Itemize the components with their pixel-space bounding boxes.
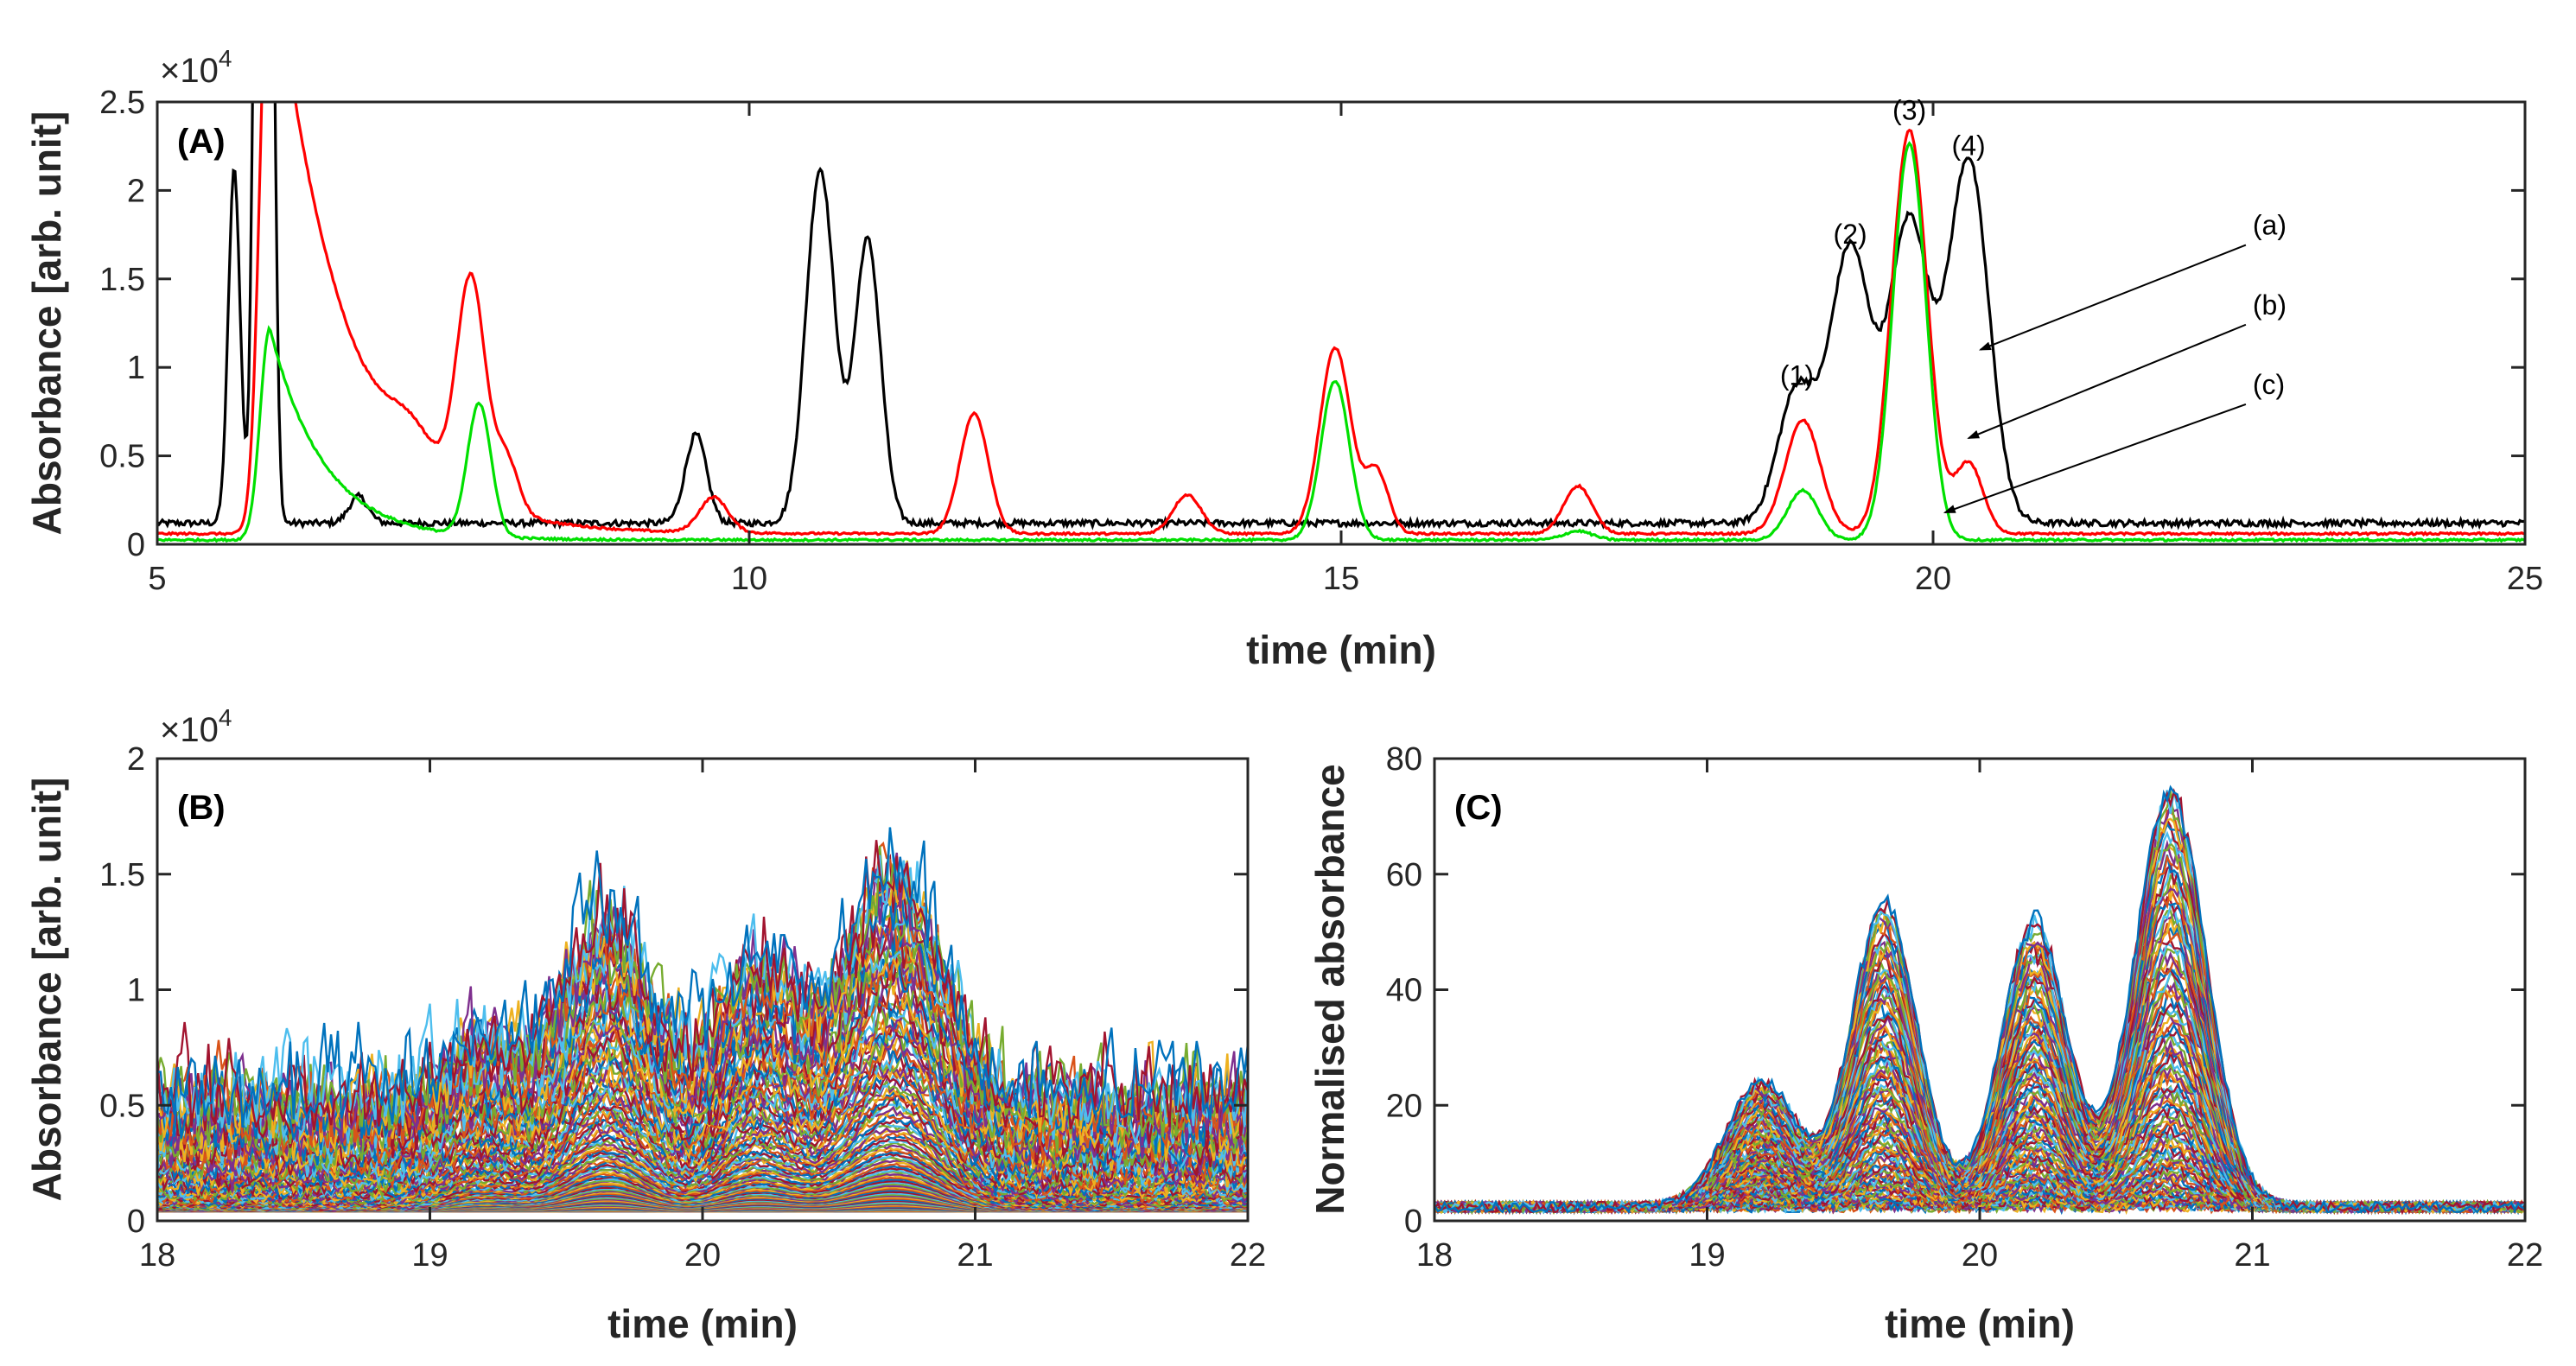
- y-tick-label: 1.5: [99, 262, 145, 298]
- panel-b-xlabel: time (min): [607, 1301, 798, 1346]
- y-tick-label: 1.5: [99, 857, 145, 893]
- panel-a-ticks: 5 10 15 20 25 0 0.5 1 1.5 2 2.5: [99, 85, 2543, 597]
- panel-b-label: (B): [177, 789, 226, 827]
- panel-c-xlabel: time (min): [1885, 1301, 2075, 1346]
- curve-label: (c): [2253, 369, 2285, 400]
- series-line-119: [157, 827, 1248, 1128]
- curve-label: (a): [2253, 210, 2287, 241]
- panel-b-series: [157, 827, 1248, 1213]
- x-tick-label: 21: [957, 1237, 993, 1274]
- series-line-65: [157, 1087, 1248, 1201]
- panel-b-y-multiplier: ×104: [160, 704, 232, 749]
- x-tick-label: 18: [1416, 1237, 1453, 1274]
- y-tick-label: 1: [127, 973, 145, 1009]
- panel-b-ylabel: Absorbance [arb. unit]: [24, 778, 69, 1202]
- series-line-2: [157, 141, 2525, 543]
- peak-label: (2): [1834, 219, 1867, 250]
- y-tick-label: 2.5: [99, 85, 145, 121]
- curve-label-arrow: [1978, 244, 2247, 351]
- panel-c-label: (C): [1454, 789, 1503, 827]
- y-tick-label: 0: [127, 1204, 145, 1240]
- y-tick-label: 1: [127, 350, 145, 386]
- peak-label: (1): [1780, 360, 1814, 391]
- curve-label-arrow: [1967, 323, 2247, 440]
- x-tick-label: 5: [148, 561, 166, 597]
- y-tick-label: 60: [1386, 857, 1422, 893]
- panel-b-ticks: 18 19 20 21 22 0 0.5 1 1.5 2: [99, 741, 1266, 1274]
- x-tick-label: 19: [411, 1237, 448, 1274]
- y-tick-label: 20: [1386, 1088, 1422, 1124]
- series-line-119: [1434, 785, 2525, 1215]
- panel-a-ylabel: Absorbance [arb. unit]: [24, 111, 69, 536]
- y-tick-label: 2: [127, 741, 145, 778]
- series-line-118: [157, 840, 1248, 1130]
- panel-c-ticks: 18 19 20 21 22 0 20 40 60 80: [1386, 741, 2543, 1274]
- y-tick-label: 2: [127, 173, 145, 209]
- series-line-90: [157, 994, 1248, 1179]
- series-line-118: [1434, 787, 2525, 1216]
- y-tick-label: 40: [1386, 973, 1422, 1009]
- x-tick-label: 15: [1323, 561, 1359, 597]
- peak-label: (3): [1892, 94, 1926, 125]
- x-tick-label: 19: [1689, 1237, 1725, 1274]
- x-tick-label: 18: [139, 1237, 175, 1274]
- peak-label: (4): [1952, 130, 1986, 161]
- panel-a-y-multiplier: ×104: [160, 45, 232, 90]
- series-line-0: [157, 102, 2525, 531]
- curve-label: (b): [2253, 289, 2287, 321]
- x-tick-label: 21: [2234, 1237, 2270, 1274]
- x-tick-label: 20: [1962, 1237, 1998, 1274]
- y-tick-label: 0: [127, 527, 145, 563]
- y-tick-label: 80: [1386, 741, 1422, 778]
- y-tick-label: 0.5: [99, 1088, 145, 1124]
- panel-a-label: (A): [177, 123, 226, 161]
- panel-a-xlabel: time (min): [1246, 627, 1436, 672]
- x-tick-label: 10: [731, 561, 767, 597]
- series-line-1: [157, 102, 2525, 537]
- curve-label-arrow: [1943, 403, 2247, 514]
- x-tick-label: 25: [2507, 561, 2543, 597]
- x-tick-label: 22: [2507, 1237, 2543, 1274]
- panel-c-ylabel: Normalised absorbance: [1307, 764, 1352, 1215]
- panel-a-annotations: (1) (2) (3) (4) (a) (b) (c): [1780, 94, 2287, 514]
- y-tick-label: 0.5: [99, 439, 145, 475]
- panel-c: 18 19 20 21 22 0 20 40 60 80 (C) time (min) Norma…: [1307, 741, 2543, 1346]
- x-tick-label: 22: [1230, 1237, 1266, 1274]
- x-tick-label: 20: [1915, 561, 1951, 597]
- series-line-63: [157, 1090, 1248, 1201]
- x-tick-label: 20: [684, 1237, 721, 1274]
- panel-a-series: [157, 102, 2525, 543]
- panel-c-series: [1434, 785, 2525, 1216]
- y-tick-label: 0: [1404, 1204, 1422, 1240]
- panel-a: 5 10 15 20 25 0 0.5 1 1.5 2 2.5 (A) ×104 time (min…: [24, 45, 2543, 672]
- panel-a-axes-box: [156, 100, 2527, 546]
